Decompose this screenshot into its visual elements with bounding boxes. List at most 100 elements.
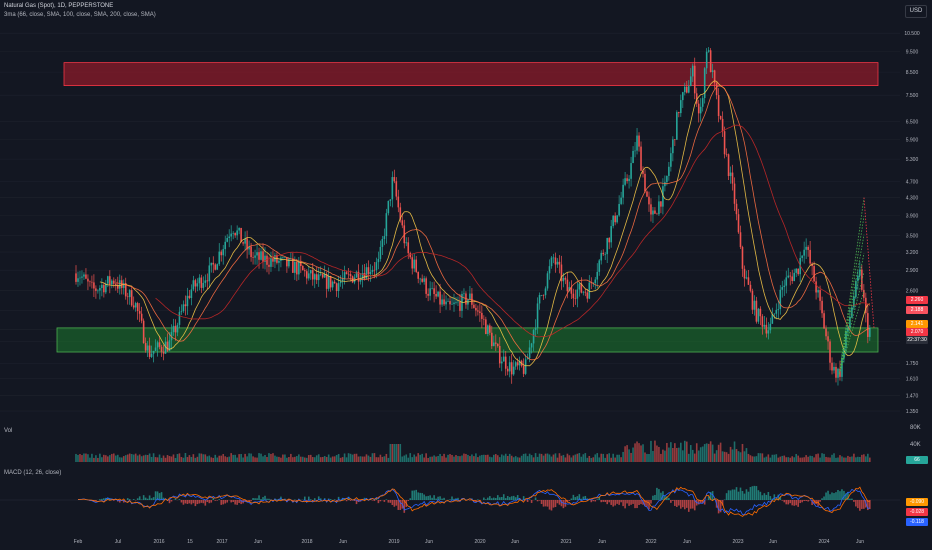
- candle-body: [441, 299, 443, 305]
- candle-body: [550, 257, 553, 267]
- candle-body: [678, 112, 680, 114]
- volume-bar: [266, 456, 268, 462]
- volume-bar: [441, 456, 443, 462]
- volume-bar: [664, 450, 666, 462]
- macd-histogram-bar: [146, 498, 149, 500]
- macd-histogram-bar: [548, 500, 551, 510]
- volume-bar: [666, 442, 668, 462]
- volume-bar: [136, 455, 139, 462]
- candle-body: [693, 65, 696, 94]
- volume-bar: [389, 444, 392, 462]
- volume-bar: [697, 450, 700, 462]
- macd-histogram-bar: [837, 489, 839, 500]
- candle-body: [208, 265, 211, 282]
- candle-body: [327, 275, 330, 289]
- volume-bar: [745, 448, 748, 462]
- volume-bar: [693, 453, 696, 462]
- volume-bar: [375, 457, 378, 462]
- volume-bar: [570, 457, 573, 462]
- macd-histogram-bar: [608, 500, 610, 503]
- volume-bar: [120, 457, 123, 462]
- candle-body: [93, 282, 95, 289]
- volume-bar: [377, 457, 380, 462]
- volume-bar: [270, 453, 272, 462]
- candle-body: [200, 277, 203, 288]
- volume-bar: [729, 446, 732, 462]
- candle-body: [672, 139, 674, 154]
- volume-bar: [341, 457, 344, 462]
- volume-bar: [126, 454, 129, 462]
- candle-body: [481, 312, 483, 319]
- macd-histogram-bar: [598, 496, 601, 500]
- candle-body: [180, 311, 183, 312]
- candle-body: [429, 288, 431, 296]
- candle-body: [142, 320, 145, 344]
- volume-bar: [75, 453, 77, 462]
- candle-body: [113, 280, 115, 284]
- volume-bar: [327, 454, 330, 462]
- candle-body: [821, 300, 823, 314]
- macd-histogram-bar: [747, 491, 750, 500]
- candle-body: [666, 175, 668, 183]
- volume-bar: [737, 451, 740, 462]
- time-tick-label: Jun: [511, 539, 519, 545]
- macd-histogram-bar: [347, 496, 350, 500]
- candle-body: [638, 135, 640, 147]
- candle-body: [769, 323, 772, 331]
- candle-body: [417, 271, 419, 279]
- volume-bar: [492, 454, 495, 462]
- candle-body: [689, 76, 692, 87]
- candle-body: [785, 277, 788, 286]
- volume-bar: [508, 453, 511, 462]
- volume-bar: [861, 454, 863, 462]
- candle-body: [596, 271, 599, 280]
- macd-histogram-bar: [371, 500, 374, 501]
- volume-bar: [198, 453, 201, 462]
- macd-histogram-bar: [194, 500, 197, 507]
- macd-histogram-bar: [594, 500, 597, 502]
- volume-bar: [703, 444, 706, 462]
- macd-histogram-bar: [345, 500, 348, 502]
- volume-bar: [514, 456, 517, 462]
- macd-histogram-bar: [586, 498, 589, 500]
- volume-bar: [654, 440, 656, 462]
- candle-body: [236, 230, 238, 236]
- volume-bar: [403, 455, 406, 462]
- price-tick-label: 7.500: [906, 93, 919, 99]
- candle-body: [815, 281, 817, 293]
- candle-body: [542, 294, 545, 296]
- time-axis[interactable]: Feb Jul 2016 15 2017 Jun 2018 Jun 2019 Jun 2020 Jun…: [74, 539, 865, 545]
- candle-body: [114, 283, 117, 285]
- macd-histogram-bar: [638, 500, 640, 505]
- price-axis[interactable]: 10.500 9.500 8.500 7.500 6.500 5.900 5.300 4.70…: [904, 31, 920, 415]
- volume-bar: [596, 453, 599, 462]
- candle-body: [105, 283, 107, 293]
- candle-body: [518, 360, 521, 366]
- macd-histogram-bar: [373, 500, 376, 501]
- candle-body: [793, 272, 796, 281]
- macd-histogram-bar: [703, 500, 706, 505]
- currency-button[interactable]: USD: [905, 5, 927, 18]
- candle-body: [158, 342, 161, 347]
- macd-histogram-bar: [600, 500, 603, 503]
- volume-bar: [288, 457, 290, 462]
- candle-body: [447, 301, 449, 302]
- candle-body: [729, 172, 732, 177]
- macd-histogram-bar: [574, 497, 577, 500]
- candle-body: [650, 204, 652, 215]
- macd-histogram-bar: [138, 496, 141, 500]
- candle-body: [845, 331, 847, 349]
- price-tick-label: 8.500: [906, 70, 919, 76]
- time-tick-label: Jun: [598, 539, 606, 545]
- macd-histogram-bar: [759, 491, 762, 500]
- volume-bar: [715, 450, 718, 462]
- macd-histogram-bar: [582, 496, 585, 500]
- volume-bar: [321, 456, 324, 462]
- volume-bar: [855, 457, 857, 462]
- candle-body: [483, 318, 485, 320]
- volume-bar: [284, 454, 286, 462]
- macd-histogram-bar: [841, 489, 843, 500]
- candle-body: [331, 281, 334, 288]
- volume-bar: [401, 456, 404, 462]
